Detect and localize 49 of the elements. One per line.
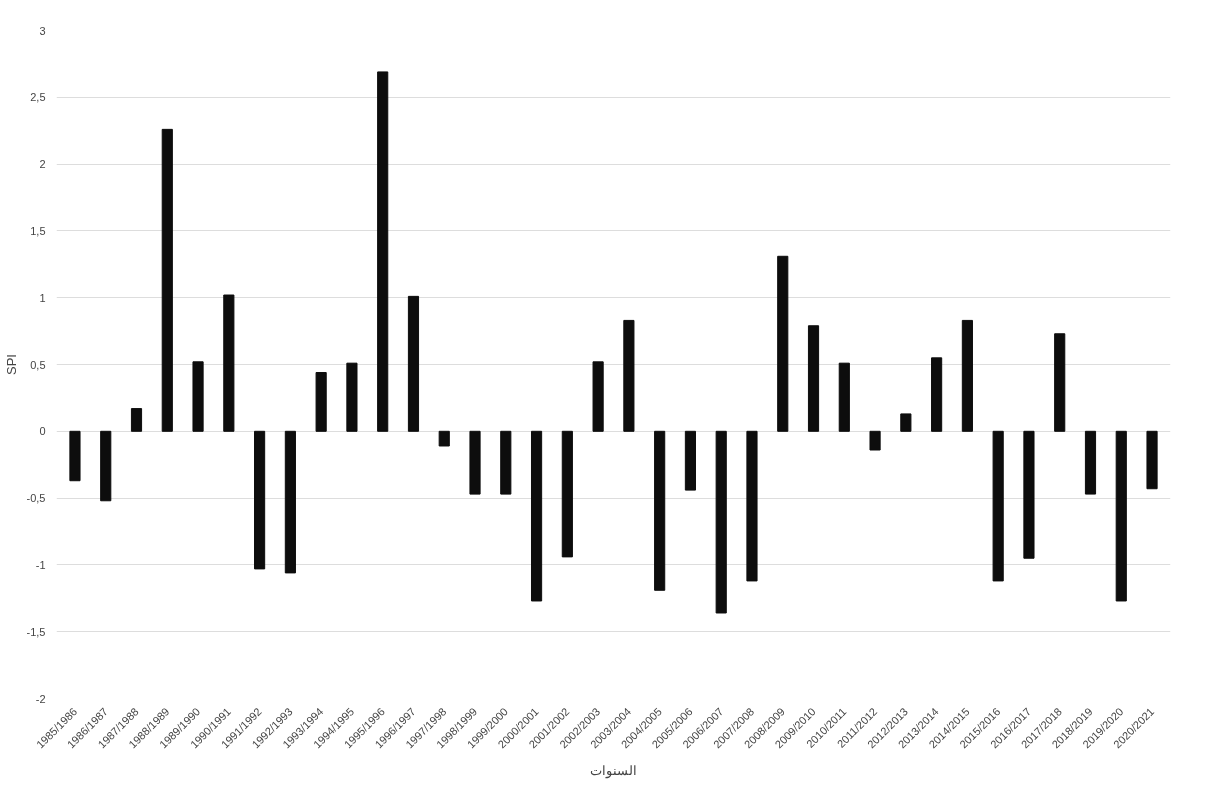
- bar: [1054, 333, 1066, 432]
- bar: [254, 430, 266, 570]
- bar: [869, 430, 881, 451]
- bar: [561, 430, 573, 558]
- bar: [992, 430, 1004, 582]
- bar: [746, 430, 758, 582]
- bar: [1084, 430, 1097, 495]
- bar: [315, 372, 327, 432]
- bar: [777, 255, 789, 432]
- y-tick-label: -0,5: [26, 492, 46, 505]
- x-axis-title: السنوات: [590, 762, 637, 779]
- bar: [130, 408, 143, 432]
- y-tick-label: 0: [39, 425, 46, 438]
- bar: [69, 430, 81, 482]
- y-tick-label: 0,5: [30, 358, 46, 371]
- bar: [284, 430, 296, 574]
- y-tick-label: 2,5: [30, 91, 46, 104]
- bar: [807, 325, 820, 432]
- bar: [1146, 430, 1158, 490]
- bar: [346, 362, 358, 432]
- bar: [961, 319, 973, 432]
- y-axis-title: SPI: [3, 354, 19, 375]
- bar: [838, 362, 850, 432]
- bar: [654, 430, 666, 591]
- y-tick-label: 3: [39, 24, 46, 37]
- bar: [500, 430, 512, 495]
- bar: [900, 413, 912, 432]
- bar: [161, 128, 173, 432]
- bar: [223, 294, 235, 432]
- bar: [100, 430, 112, 502]
- y-tick-label: 1,5: [30, 224, 46, 237]
- y-tick-label: -1: [35, 558, 46, 571]
- y-tick-label: -2: [35, 692, 46, 705]
- bar: [377, 71, 389, 432]
- y-tick-label: 1: [39, 291, 46, 304]
- bar: [592, 361, 604, 432]
- bar: [438, 430, 450, 447]
- y-tick-label: -1,5: [26, 625, 46, 638]
- bar: [469, 430, 481, 495]
- bar: [192, 361, 204, 432]
- bar: [1023, 430, 1035, 559]
- bar: [931, 357, 943, 432]
- bar: [715, 430, 727, 614]
- bar: [684, 430, 697, 491]
- bar: [1115, 430, 1127, 602]
- y-tick-label: 2: [39, 158, 46, 171]
- bar: [623, 319, 635, 432]
- bar: [407, 295, 420, 432]
- bar: [530, 430, 543, 602]
